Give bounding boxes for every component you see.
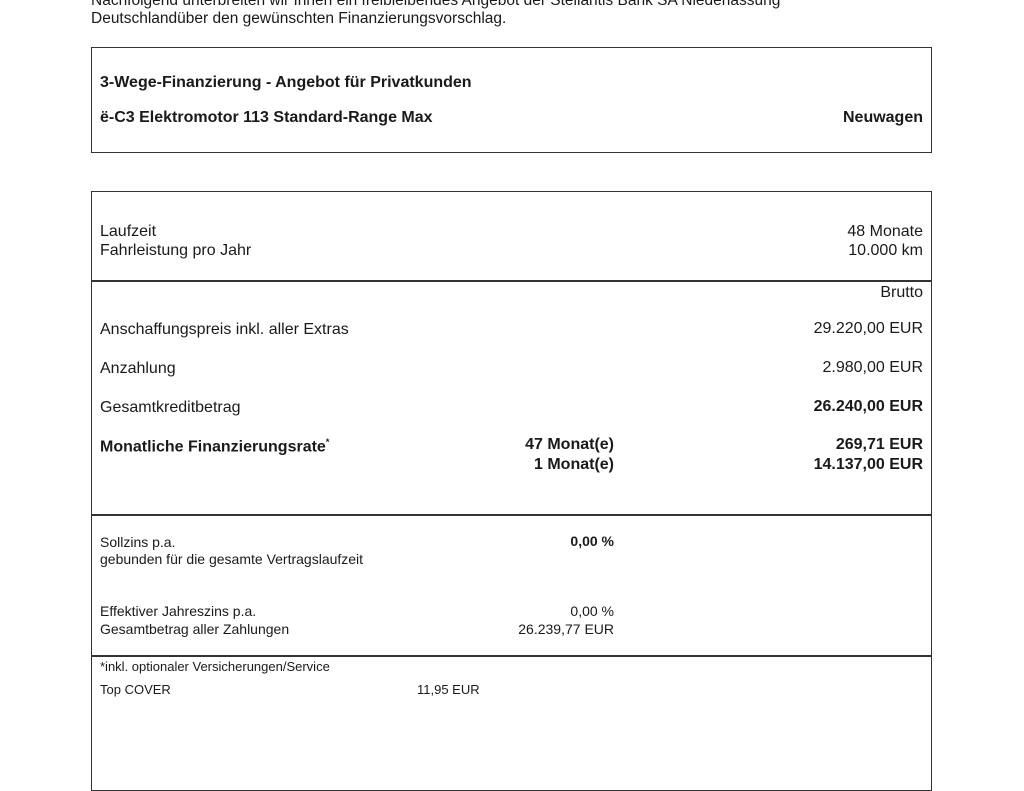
sollzins-value: 0,00 % [570, 533, 614, 549]
rate-value-2: 14.137,00 EUR [813, 456, 923, 473]
rate-label-text: Monatliche Finanzierungsrate [100, 438, 326, 456]
effektiv-label: Effektiver Jahreszins p.a. [100, 603, 257, 619]
effektiv-value: 0,00 % [570, 603, 614, 619]
fahrleistung-label: Fahrleistung pro Jahr [100, 242, 252, 259]
gesamtbetrag-label: Gesamtbetrag aller Zahlungen [100, 621, 290, 637]
intro-line-2: Deutschlandüber den gewünschten Finanzie… [91, 10, 507, 27]
brutto-header: Brutto [880, 284, 923, 301]
extras-item-label: Top COVER [100, 682, 171, 697]
intro-line-1: Nachfolgend unterbreiten wir Ihnen ein f… [91, 0, 781, 9]
laufzeit-value: 48 Monate [847, 223, 923, 240]
sollzins-label: Sollzins p.a. [100, 534, 176, 550]
divider [91, 280, 931, 282]
gesamtkredit-label: Gesamtkreditbetrag [100, 399, 241, 416]
offer-header-box [91, 47, 932, 153]
laufzeit-label: Laufzeit [100, 223, 157, 240]
gesamtkredit-value: 26.240,00 EUR [813, 398, 923, 415]
rate-label: Monatliche Finanzierungsrate* [100, 437, 329, 456]
sollzins-sub: gebunden für die gesamte Vertragslaufzei… [100, 551, 364, 567]
extras-footnote: *inkl. optionaler Versicherungen/Service [100, 659, 330, 674]
offer-title: 3-Wege-Finanzierung - Angebot für Privat… [100, 74, 472, 91]
divider [91, 655, 931, 657]
divider [91, 514, 931, 516]
vehicle-model: ë-C3 Elektromotor 113 Standard-Range Max [100, 109, 433, 126]
anschaffungspreis-label: Anschaffungspreis inkl. aller Extras [100, 321, 349, 338]
anzahlung-value: 2.980,00 EUR [822, 359, 923, 376]
gesamtbetrag-value: 26.239,77 EUR [518, 621, 614, 637]
fahrleistung-value: 10.000 km [848, 242, 923, 259]
anzahlung-label: Anzahlung [100, 360, 176, 377]
anschaffungspreis-value: 29.220,00 EUR [813, 320, 923, 337]
rate-footnote-mark: * [325, 437, 330, 447]
rate-value-1: 269,71 EUR [835, 436, 923, 453]
rate-months-1: 47 Monat(e) [525, 436, 614, 453]
rate-months-2: 1 Monat(e) [534, 456, 614, 473]
vehicle-condition: Neuwagen [842, 109, 923, 126]
extras-item-value: 11,95 EUR [417, 682, 480, 697]
